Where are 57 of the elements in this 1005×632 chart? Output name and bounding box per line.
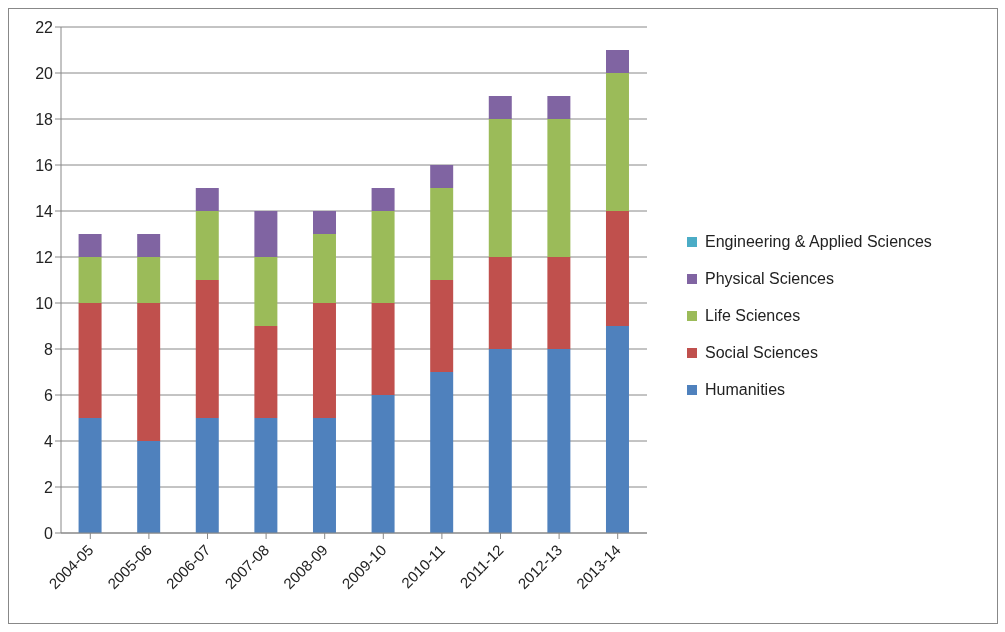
bar — [312, 303, 336, 418]
bar — [430, 372, 454, 533]
bar — [430, 188, 454, 280]
bar — [605, 73, 629, 211]
bar — [254, 418, 278, 533]
bar — [195, 188, 219, 211]
bar — [371, 303, 395, 395]
y-tick-label: 12 — [35, 248, 54, 266]
bar — [488, 96, 512, 119]
bar — [195, 211, 219, 280]
bar — [488, 349, 512, 533]
bar — [78, 418, 102, 533]
bar — [78, 257, 102, 303]
bar — [547, 119, 571, 257]
bar — [371, 395, 395, 533]
bar — [312, 234, 336, 303]
y-tick-label: 4 — [44, 432, 54, 450]
legend-label: Engineering & Applied Sciences — [705, 233, 932, 251]
bar — [254, 211, 278, 257]
bar — [488, 257, 512, 349]
y-tick-label: 14 — [35, 202, 54, 220]
bar — [137, 257, 161, 303]
y-tick-label: 2 — [44, 478, 54, 496]
bar — [78, 303, 102, 418]
bar — [430, 280, 454, 372]
bar — [254, 257, 278, 326]
legend-label: Physical Sciences — [705, 270, 834, 288]
y-tick-label: 22 — [35, 18, 54, 36]
legend-label: Humanities — [705, 381, 786, 399]
bar — [195, 280, 219, 418]
bar — [312, 211, 336, 234]
y-tick-label: 20 — [35, 64, 54, 82]
bar — [605, 326, 629, 533]
legend-label: Life Sciences — [705, 307, 801, 325]
bar — [371, 188, 395, 211]
bar — [605, 211, 629, 326]
bar — [547, 96, 571, 119]
y-tick-label: 0 — [44, 524, 54, 542]
bar — [195, 418, 219, 533]
bar — [488, 119, 512, 257]
bar — [312, 418, 336, 533]
bar — [547, 349, 571, 533]
legend-label: Social Sciences — [705, 344, 818, 362]
bar — [137, 234, 161, 257]
y-tick-label: 16 — [35, 156, 54, 174]
bar — [78, 234, 102, 257]
bar — [254, 326, 278, 418]
bar — [547, 257, 571, 349]
y-tick-label: 8 — [44, 340, 54, 358]
bar — [430, 165, 454, 188]
bar — [137, 441, 161, 533]
y-tick-label: 6 — [44, 386, 54, 404]
bar — [605, 50, 629, 73]
y-tick-label: 10 — [35, 294, 54, 312]
y-tick-label: 18 — [35, 110, 54, 128]
bar — [371, 211, 395, 303]
bar — [137, 303, 161, 441]
